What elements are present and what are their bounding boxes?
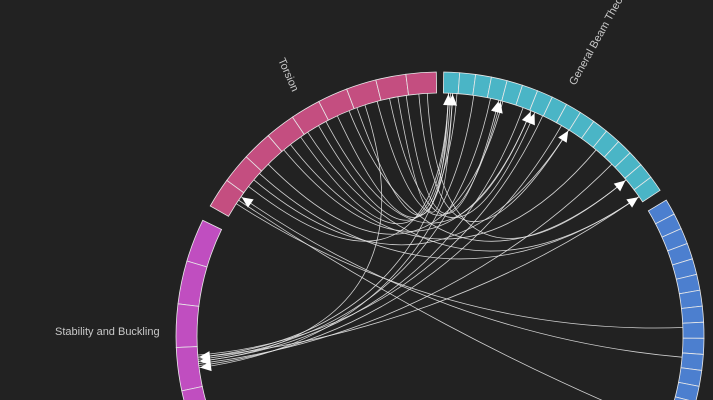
chord (195, 115, 544, 356)
group-label: Stability and Buckling (55, 326, 160, 338)
chord (236, 198, 603, 400)
chord (196, 163, 613, 365)
ring-cell (681, 337, 705, 355)
chord (196, 125, 562, 367)
chord (197, 95, 475, 369)
ring-cell (633, 176, 661, 203)
chord (195, 93, 458, 358)
chord (234, 202, 683, 329)
chords (195, 91, 683, 400)
chord (300, 91, 449, 225)
ring-cell (175, 303, 200, 348)
arrowhead (626, 197, 639, 208)
chord (418, 93, 571, 223)
chord (283, 108, 533, 232)
ring (175, 71, 705, 400)
chord (248, 91, 449, 242)
chord (196, 104, 383, 363)
arrowhead (525, 113, 535, 126)
chord (348, 110, 628, 242)
ring-cell (680, 305, 705, 324)
chord (290, 144, 598, 240)
chord (356, 91, 449, 216)
ring-cell (405, 71, 438, 96)
arrowhead (447, 94, 458, 106)
arrowhead (492, 101, 503, 114)
ring-cell (442, 71, 461, 95)
chord (336, 91, 454, 218)
chord (239, 195, 683, 358)
ring-cell (678, 289, 703, 309)
ring-cell (674, 396, 690, 400)
chord (325, 108, 533, 224)
arrowhead (558, 130, 569, 143)
arrowhead (200, 361, 212, 372)
chord (307, 131, 641, 252)
ring-cell (181, 386, 207, 400)
arrowhead (199, 355, 211, 366)
arrowhead (613, 180, 626, 192)
arrowhead (241, 197, 254, 208)
chord (397, 91, 454, 213)
ring-cell (682, 321, 705, 339)
chord (253, 128, 571, 246)
chord (389, 98, 537, 218)
